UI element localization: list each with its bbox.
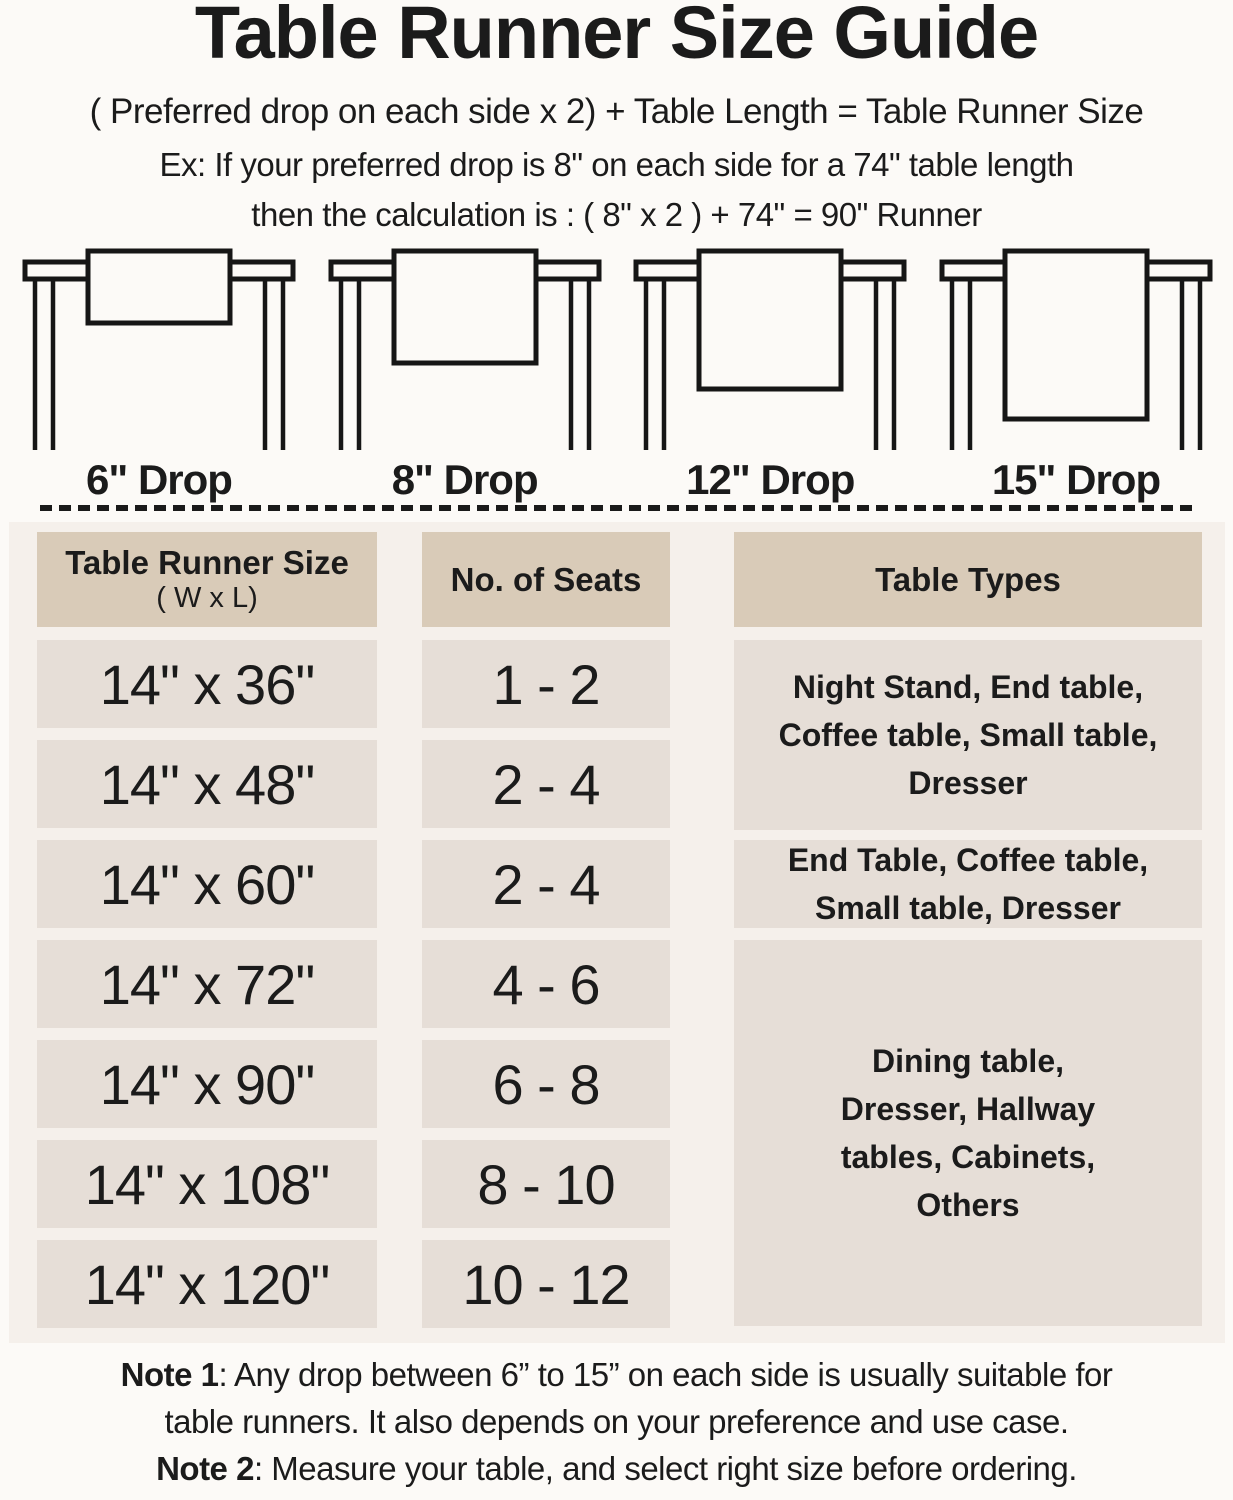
seats-cell: 8 - 10 <box>422 1140 670 1228</box>
note-2-label: Note 2 <box>156 1449 254 1487</box>
drop-diagrams: 6" Drop 8" Drop 12" Drop 1 <box>22 248 1213 504</box>
size-cell: 14" x 60" <box>37 840 377 928</box>
formula-text: ( Preferred drop on each side x 2) + Tab… <box>89 92 1144 131</box>
drop-label: 12" Drop <box>686 456 855 503</box>
table-legs <box>644 279 897 450</box>
runner-rect <box>1002 248 1150 422</box>
size-cell: 14" x 108" <box>37 1140 377 1228</box>
example-line-1: Ex: If your preferred drop is 8" on each… <box>159 146 1074 183</box>
drop-diagram-12in: 12" Drop <box>633 248 907 504</box>
seats-cell: 2 - 4 <box>422 840 670 928</box>
table-runner-illustration-8in <box>328 248 602 450</box>
table-runner-illustration-15in <box>939 248 1213 450</box>
column-header-table-types: Table Types <box>734 532 1202 627</box>
drop-diagram-6in: 6" Drop <box>22 248 296 504</box>
drop-label: 8" Drop <box>391 456 539 503</box>
note-2-line: Note 2: Measure your table, and select r… <box>156 1449 1077 1487</box>
table-runner-illustration-6in <box>22 248 296 450</box>
seats-cell: 1 - 2 <box>422 640 670 728</box>
table-legs <box>32 279 286 450</box>
size-table: Table Runner Size ( W x L) No. of Seats … <box>9 522 1225 1343</box>
seats-cell: 2 - 4 <box>422 740 670 828</box>
seats-cell: 6 - 8 <box>422 1040 670 1128</box>
drop-diagram-8in: 8" Drop <box>328 248 602 504</box>
runner-rect <box>85 248 233 326</box>
size-cell: 14" x 48" <box>37 740 377 828</box>
size-cell: 14" x 72" <box>37 940 377 1028</box>
seats-cell: 10 - 12 <box>422 1240 670 1328</box>
note-1-line-1: Note 1: Any drop between 6” to 15” on ea… <box>120 1356 1113 1393</box>
column-header-seats: No. of Seats <box>422 532 670 627</box>
column-header-runner-size-sub: ( W x L) <box>156 581 258 614</box>
page-title: Table Runner Size Guide <box>194 0 1039 74</box>
table-runner-illustration-12in <box>633 248 907 450</box>
drop-label: 15" Drop <box>991 456 1161 503</box>
runner-rect <box>391 248 539 366</box>
drop-label: 6" Drop <box>86 456 233 503</box>
dashed-divider <box>40 505 1193 511</box>
notes: Note 1: Any drop between 6” to 15” on ea… <box>0 1352 1233 1493</box>
size-cell: 14" x 90" <box>37 1040 377 1128</box>
table-types-cell-large: Dining table, Dresser, Hallway tables, C… <box>734 940 1202 1326</box>
size-cell: 14" x 120" <box>37 1240 377 1328</box>
table-legs <box>949 279 1203 450</box>
size-cell: 14" x 36" <box>37 640 377 728</box>
table-types-cell-medium: End Table, Coffee table, Small table, Dr… <box>734 840 1202 928</box>
seats-cell: 4 - 6 <box>422 940 670 1028</box>
note-1-line-2: table runners. It also depends on your p… <box>164 1402 1069 1440</box>
column-header-runner-size: Table Runner Size ( W x L) <box>37 532 377 627</box>
table-types-cell-small: Night Stand, End table, Coffee table, Sm… <box>734 640 1202 830</box>
column-header-runner-size-title: Table Runner Size <box>65 543 349 581</box>
note-1-label: Note 1 <box>120 1356 219 1393</box>
drop-diagram-15in: 15" Drop <box>939 248 1213 504</box>
table-legs <box>338 279 591 450</box>
example-line-2: then the calculation is : ( 8" x 2 ) + 7… <box>251 196 982 233</box>
runner-rect <box>696 248 844 392</box>
